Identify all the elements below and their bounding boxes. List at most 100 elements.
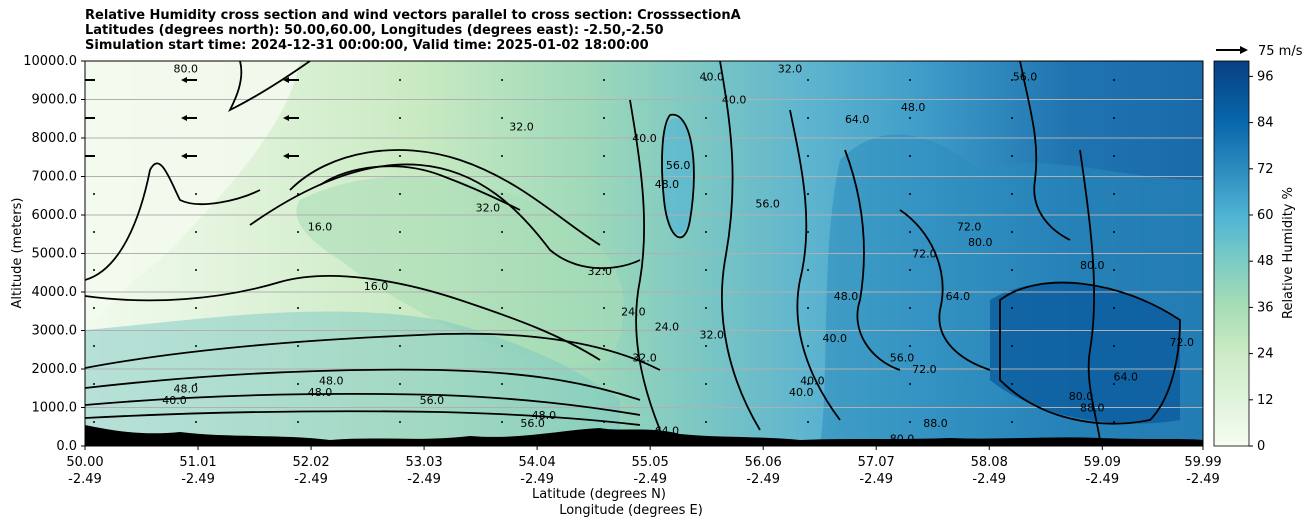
colorbar-label: Relative Humidity % — [1281, 187, 1296, 319]
contour-line-56c — [789, 109, 841, 421]
colorbar-tick-label: 72 — [1257, 162, 1274, 177]
contour-line-48b — [719, 61, 761, 431]
contour-label: 32.0 — [509, 120, 534, 133]
colorbar-tick-label: 60 — [1257, 208, 1274, 223]
colorbar-tick-label: 48 — [1257, 254, 1274, 269]
contour-label: 56.0 — [520, 417, 545, 430]
y-tick-label: 4000.0 — [32, 285, 78, 300]
contour-label: 40.0 — [823, 332, 848, 345]
contour-line-48 — [85, 392, 641, 416]
contour-line-56b — [661, 113, 695, 239]
wind-vector-head — [283, 153, 289, 159]
contour-line-32c — [85, 332, 661, 371]
colorbar-ticks: 0 12 24 36 48 60 72 84 96 — [1249, 69, 1274, 454]
contour-label: 32.0 — [699, 328, 724, 341]
x-tick-label-lat: 56.06 — [745, 455, 782, 470]
contour-label: 48.0 — [901, 101, 926, 114]
wind-vector-head — [283, 77, 289, 83]
contour-label: 48.0 — [173, 382, 198, 395]
contour-label: 32.0 — [632, 351, 657, 364]
y-tick-label: 0.0 — [56, 439, 77, 454]
colorbar-tick-label: 96 — [1257, 69, 1274, 84]
contour-label: 56.0 — [1013, 70, 1038, 83]
title-line-2: Latitudes (degrees north): 50.00,60.00, … — [85, 23, 664, 38]
y-tick-label: 2000.0 — [32, 362, 78, 377]
contour-label: 24.0 — [655, 321, 680, 334]
contour-label: 16.0 — [364, 280, 389, 293]
rh-patch-mid — [296, 176, 624, 365]
contour-label: 64.0 — [655, 425, 680, 438]
contour-label: 48.0 — [308, 386, 333, 399]
contour-label: 56.0 — [755, 197, 780, 210]
contour-label: 56.0 — [420, 394, 445, 407]
colorbar-tick-label: 36 — [1257, 300, 1274, 315]
y-tick-label: 5000.0 — [32, 247, 78, 262]
contour-label: 88.0 — [1080, 402, 1105, 415]
x-tick-label-lat: 55.05 — [632, 455, 669, 470]
x-tick-label-lat: 53.03 — [405, 455, 442, 470]
contour-line-80b — [1079, 149, 1101, 441]
x-tick-label-lat: 50.00 — [66, 455, 103, 470]
contour-label: 72.0 — [912, 363, 937, 376]
x-tick-label-lat: 52.02 — [292, 455, 329, 470]
y-tick-label: 9000.0 — [32, 93, 78, 108]
contour-line-16 — [85, 275, 601, 361]
wind-vector-head — [283, 115, 289, 121]
x-tick-label-lon: -2.49 — [1186, 472, 1220, 487]
contour-line-40b — [629, 99, 661, 431]
x-axis-title-lon: Longitude (degrees E) — [559, 503, 703, 518]
wind-vector-head — [181, 115, 187, 121]
contour-label: 40.0 — [800, 375, 825, 388]
contour-label: 64.0 — [946, 290, 971, 303]
x-tick-label-lon: -2.49 — [68, 472, 102, 487]
contour-line-32a — [319, 165, 521, 211]
x-tick-label-lon: -2.49 — [633, 472, 667, 487]
wind-vectors — [79, 77, 1115, 423]
y-tick-label: 7000.0 — [32, 170, 78, 185]
wind-vector-head — [79, 77, 85, 83]
contour-label: 72.0 — [1169, 336, 1194, 349]
contour-label: 80.0 — [1080, 259, 1105, 272]
contour-line-80 — [999, 281, 1181, 425]
contour-line-64 — [844, 149, 901, 371]
x-tick-label-lat: 59.99 — [1184, 455, 1221, 470]
contour-label: 16.0 — [308, 221, 333, 234]
x-tick-label-lat: 58.08 — [971, 455, 1008, 470]
contour-label: 48.0 — [834, 290, 859, 303]
contour-label: 40.0 — [632, 132, 657, 145]
contour-line-40 — [85, 368, 641, 401]
x-tick-label-lon: -2.49 — [520, 472, 554, 487]
contour-line-top — [227, 61, 311, 113]
x-tick-label-lon: -2.49 — [294, 472, 328, 487]
colorbar-tick-label: 84 — [1257, 116, 1274, 131]
x-tick-label-lat: 59.09 — [1084, 455, 1121, 470]
contour-label: 40.0 — [162, 394, 187, 407]
contour-label: 56.0 — [890, 351, 915, 364]
contour-label: 72.0 — [912, 248, 937, 261]
contour-label: 32.0 — [476, 201, 501, 214]
contour-label: 64.0 — [1114, 371, 1139, 384]
contour-label: 40.0 — [722, 94, 747, 107]
x-tick-label-lat: 51.01 — [179, 455, 216, 470]
colorbar-bar — [1213, 60, 1250, 447]
x-tick-label-lat: 54.04 — [519, 455, 556, 470]
contour-label: 48.0 — [655, 178, 680, 191]
contour-label: 48.0 — [532, 409, 557, 422]
contour-label: 40.0 — [699, 70, 724, 83]
contour-line-56 — [85, 410, 641, 426]
x-tick-label-lon: -2.49 — [1085, 472, 1119, 487]
terrain — [85, 425, 1203, 446]
plot-area: 16.0 16.0 32.0 32.0 32.0 24.0 24.0 32.0 32.0 40.0… — [79, 61, 1203, 446]
contour-label: 32.0 — [588, 265, 613, 278]
contour-label: 56.0 — [666, 159, 691, 172]
x-axis: 50.00 -2.49 51.01 -2.49 52.02 -2.49 53.03 -2.49… — [66, 446, 1222, 487]
wind-vector-head — [181, 77, 187, 83]
title-line-1: Relative Humidity cross section and wind… — [85, 8, 741, 23]
y-tick-label: 1000.0 — [32, 401, 78, 416]
wind-vector-head — [79, 153, 85, 159]
chart-title: Relative Humidity cross section and wind… — [85, 8, 741, 53]
quiver-key: 75 m/s — [1216, 44, 1303, 59]
wind-vector-head — [181, 153, 187, 159]
x-tick-label-lon: -2.49 — [746, 472, 780, 487]
